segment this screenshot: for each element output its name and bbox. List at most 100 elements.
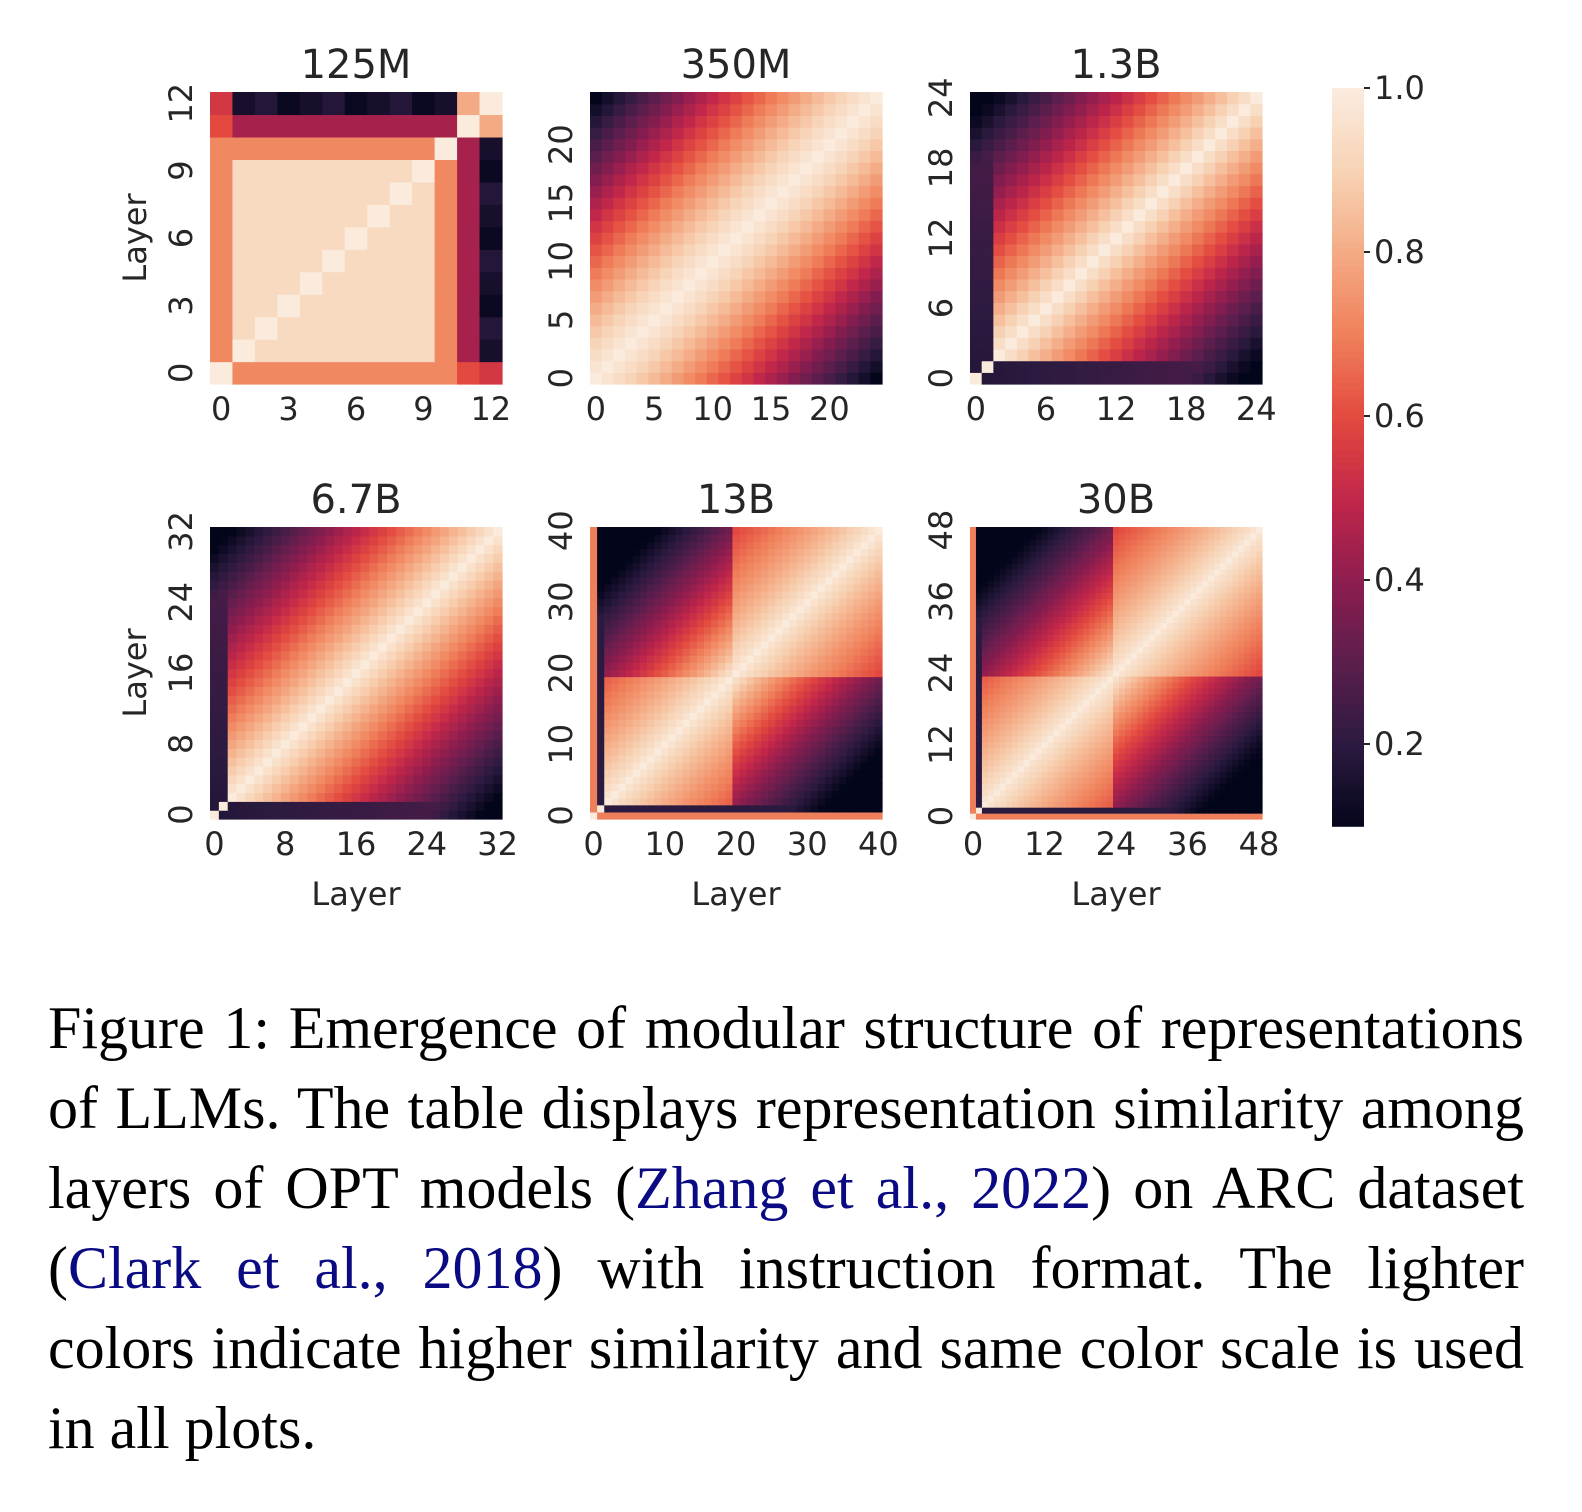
- heatmap-cell: [661, 598, 669, 606]
- heatmap-cell: [1168, 337, 1181, 350]
- heatmap-cell: [1180, 278, 1193, 292]
- heatmap-cell: [413, 562, 423, 572]
- heatmap-cell: [646, 697, 655, 706]
- heatmap-cell: [696, 548, 705, 557]
- heatmap-cell: [263, 686, 273, 696]
- heatmap-cell: [782, 676, 791, 685]
- heatmap-cell: [360, 712, 370, 723]
- heatmap-cell: [993, 220, 1006, 233]
- heatmap-cell: [668, 605, 677, 614]
- heatmap-cell: [1238, 771, 1245, 778]
- heatmap-cell: [993, 348, 1006, 362]
- heatmap-cell: [210, 159, 234, 183]
- heatmap-cell: [344, 271, 368, 295]
- heatmap-cell: [689, 669, 698, 678]
- heatmap-cell: [718, 220, 731, 233]
- heatmap-cell: [789, 811, 798, 820]
- heatmap-cell: [218, 615, 229, 625]
- heatmap-cell: [360, 571, 370, 581]
- heatmap-cell: [718, 747, 726, 756]
- heatmap-cell: [475, 801, 485, 811]
- heatmap-cell: [1121, 220, 1135, 233]
- heatmap-cell: [788, 325, 801, 338]
- heatmap-cell: [867, 705, 876, 713]
- heatmap-cell: [625, 243, 638, 257]
- heatmap-cell: [604, 527, 612, 535]
- heatmap-cell: [789, 591, 798, 599]
- heatmap-cell: [466, 739, 477, 749]
- heatmap-cell: [661, 619, 669, 628]
- heatmap-cell: [1110, 278, 1123, 292]
- heatmap-cell: [218, 730, 229, 740]
- heatmap-cell: [604, 705, 612, 713]
- heatmap-cell: [825, 534, 833, 542]
- heatmap-cell: [730, 197, 743, 210]
- heatmap-cell: [611, 697, 620, 706]
- heatmap-cell: [227, 703, 238, 714]
- heatmap-cell: [597, 583, 605, 592]
- heatmap-cell: [1098, 302, 1111, 315]
- heatmap-cell: [289, 748, 300, 758]
- heatmap-cell: [342, 553, 353, 563]
- heatmap-cell: [236, 527, 246, 537]
- heatmap-cell: [342, 730, 353, 740]
- heatmap-cell: [846, 648, 855, 656]
- heatmap-cell: [484, 535, 494, 546]
- heatmap-cell: [1203, 162, 1216, 175]
- heatmap-cell: [1172, 765, 1180, 772]
- heatmap-cell: [1124, 783, 1132, 790]
- heatmap-cell: [271, 571, 282, 581]
- heatmap-cell: [639, 640, 648, 649]
- heatmap-cell: [590, 162, 603, 175]
- heatmap-cell: [386, 615, 397, 625]
- heatmap-cell: [654, 655, 662, 663]
- heatmap-cell: [765, 127, 778, 140]
- heatmap-cell: [395, 757, 406, 767]
- heatmap-cell: [613, 232, 626, 245]
- heatmap-cell: [479, 316, 503, 340]
- heatmap-cell: [817, 541, 826, 549]
- heatmap-cell: [618, 754, 627, 763]
- heatmap-cell: [1028, 267, 1041, 280]
- heatmap-cell: [981, 127, 994, 140]
- heatmap-cell: [1250, 290, 1263, 303]
- heatmap-cell: [325, 739, 335, 749]
- heatmap-cell: [210, 562, 220, 572]
- heatmap-cell: [625, 797, 634, 806]
- heatmap-cell: [484, 668, 494, 679]
- heatmap-cell: [696, 633, 705, 642]
- heatmap-cell: [775, 783, 783, 792]
- heatmap-cell: [618, 619, 627, 628]
- heatmap-cell: [1142, 759, 1150, 766]
- heatmap-cell: [1051, 255, 1065, 268]
- heatmap-cell: [987, 771, 995, 778]
- heatmap-cell: [775, 583, 783, 592]
- heatmap-cell: [760, 811, 769, 820]
- heatmap-cell: [448, 562, 459, 572]
- heatmap-cell: [590, 185, 603, 198]
- heatmap-cell: [760, 655, 769, 663]
- heatmap-cell: [1250, 138, 1263, 151]
- heatmap-cell: [1124, 759, 1132, 766]
- heatmap-cell: [1005, 173, 1018, 187]
- heatmap-cell: [753, 534, 762, 542]
- heatmap-cell: [1250, 220, 1263, 233]
- heatmap-cell: [1107, 741, 1114, 749]
- heatmap-cell: [590, 619, 598, 628]
- heatmap-cell: [254, 659, 264, 670]
- heatmap-cell: [236, 659, 246, 670]
- heatmap-cell: [254, 739, 264, 749]
- heatmap-cell: [646, 626, 655, 635]
- heatmap-cell: [632, 633, 641, 642]
- heatmap-cell: [342, 535, 353, 546]
- heatmap-cell: [689, 562, 698, 571]
- heatmap-cell: [1011, 771, 1019, 778]
- heatmap-cell: [618, 790, 627, 799]
- heatmap-cell: [718, 208, 731, 222]
- heatmap-cell: [718, 197, 731, 210]
- heatmap-cell: [746, 619, 755, 628]
- heatmap-cell: [448, 606, 459, 617]
- heatmap-cell: [378, 757, 388, 767]
- heatmap-cell: [386, 765, 397, 776]
- heatmap-cell: [1053, 741, 1060, 749]
